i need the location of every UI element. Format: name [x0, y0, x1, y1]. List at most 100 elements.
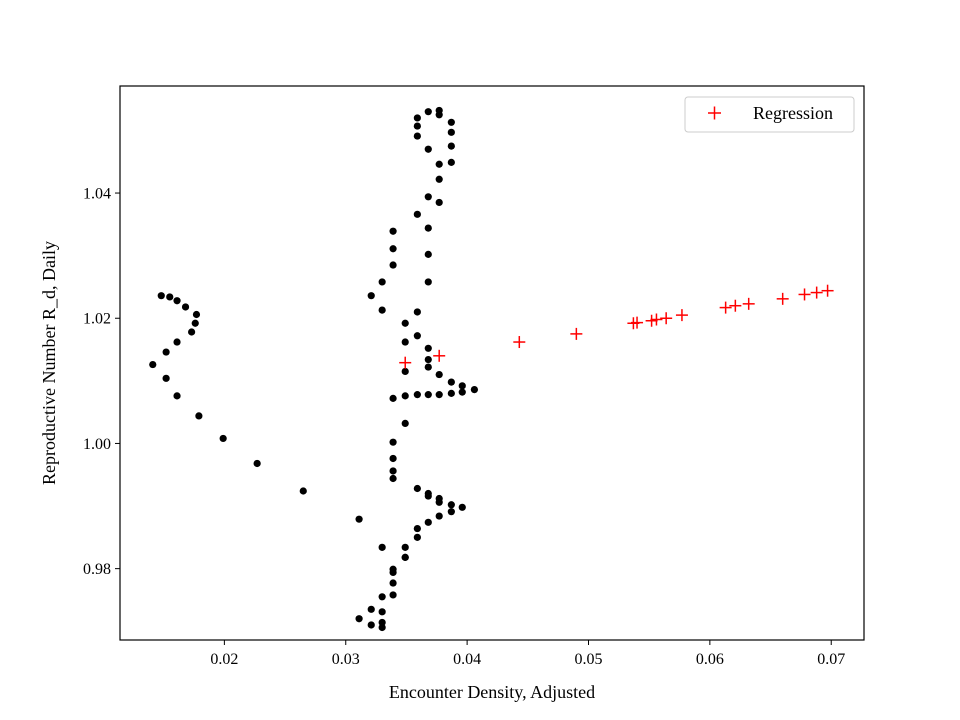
x-tick-label: 0.03 — [332, 651, 360, 668]
data-point — [378, 608, 386, 616]
data-point — [173, 392, 181, 400]
x-tick-label: 0.06 — [696, 651, 724, 668]
data-point — [458, 382, 466, 390]
data-point — [378, 618, 386, 627]
data-point — [458, 388, 466, 396]
plot-frame — [119, 85, 865, 641]
y-axis-label: Reproductive Number R_d, Daily — [39, 241, 59, 485]
data-point — [188, 328, 196, 336]
data-point — [424, 108, 432, 116]
data-point — [389, 591, 397, 599]
data-point — [367, 605, 375, 613]
data-series — [149, 106, 834, 632]
x-axis-label: Encounter Density, Adjusted — [389, 682, 595, 702]
y-tick-label: 1.02 — [83, 311, 111, 328]
data-point — [424, 518, 432, 526]
data-point — [413, 524, 421, 533]
regression-point — [433, 349, 446, 362]
x-axis-ticks: 0.02 0.03 0.04 0.05 0.06 0.07 — [210, 640, 845, 668]
data-point — [413, 484, 421, 493]
data-point — [253, 459, 261, 468]
data-point — [389, 474, 397, 483]
data-point — [435, 106, 443, 115]
data-point — [378, 543, 386, 551]
regression-point — [810, 286, 823, 299]
data-point — [447, 501, 455, 509]
x-tick-label: 0.02 — [210, 651, 238, 668]
data-point — [389, 579, 397, 587]
legend: Regression — [684, 96, 855, 133]
data-point — [355, 515, 363, 523]
regression-point — [513, 336, 526, 349]
data-point — [435, 370, 443, 379]
data-point — [435, 160, 443, 168]
regression-point — [719, 301, 732, 314]
data-point — [162, 348, 170, 356]
regression-point — [675, 309, 688, 322]
data-point — [378, 278, 386, 286]
data-point — [447, 118, 455, 126]
data-point — [413, 391, 421, 399]
data-point — [470, 386, 479, 394]
regression-point — [821, 284, 834, 297]
data-point — [413, 114, 421, 122]
data-point — [389, 261, 397, 269]
data-point — [447, 158, 455, 166]
data-point — [401, 553, 409, 561]
regression-point — [798, 288, 811, 301]
data-point — [389, 394, 397, 402]
regression-point — [631, 316, 644, 329]
data-point — [401, 338, 409, 346]
data-point — [166, 293, 174, 301]
data-point — [149, 360, 157, 369]
data-point — [173, 338, 181, 346]
regression-point — [645, 314, 658, 327]
data-point — [413, 132, 421, 140]
regression-series — [399, 284, 834, 369]
data-point — [435, 494, 443, 503]
data-point — [424, 145, 432, 153]
data-point — [447, 378, 455, 386]
data-point — [389, 467, 397, 475]
data-point — [181, 303, 190, 311]
regression-point — [729, 299, 742, 312]
data-point — [435, 175, 443, 183]
data-point — [157, 292, 165, 300]
data-point — [447, 389, 455, 397]
regression-point — [570, 327, 583, 340]
data-point — [424, 363, 432, 371]
data-point — [413, 308, 421, 316]
data-point — [378, 623, 386, 632]
data-point — [195, 412, 203, 420]
data-point — [389, 568, 397, 576]
data-point — [378, 593, 386, 601]
data-point — [389, 454, 397, 463]
regression-point — [650, 313, 663, 326]
data-point — [355, 615, 363, 623]
data-point — [424, 250, 432, 258]
data-point — [401, 392, 409, 400]
data-point — [413, 210, 421, 218]
x-tick-label: 0.05 — [574, 651, 602, 668]
data-point — [367, 621, 375, 629]
data-point — [424, 224, 432, 232]
x-tick-label: 0.04 — [453, 651, 481, 668]
data-point — [367, 292, 375, 300]
regression-point — [399, 356, 412, 369]
data-point — [401, 319, 409, 327]
data-point — [424, 391, 432, 399]
data-point — [162, 374, 170, 382]
legend-frame — [684, 96, 855, 133]
data-point — [413, 533, 421, 541]
legend-label-regression: Regression — [753, 103, 833, 123]
data-point — [424, 344, 432, 352]
data-point — [389, 227, 397, 235]
data-point — [435, 198, 443, 207]
regression-point — [776, 292, 789, 305]
data-point — [191, 319, 199, 327]
data-point — [424, 278, 432, 286]
data-point — [389, 245, 397, 253]
data-point — [299, 487, 307, 495]
data-point — [447, 128, 455, 136]
y-axis-ticks: 0.98 1.00 1.02 1.04 — [83, 186, 120, 578]
